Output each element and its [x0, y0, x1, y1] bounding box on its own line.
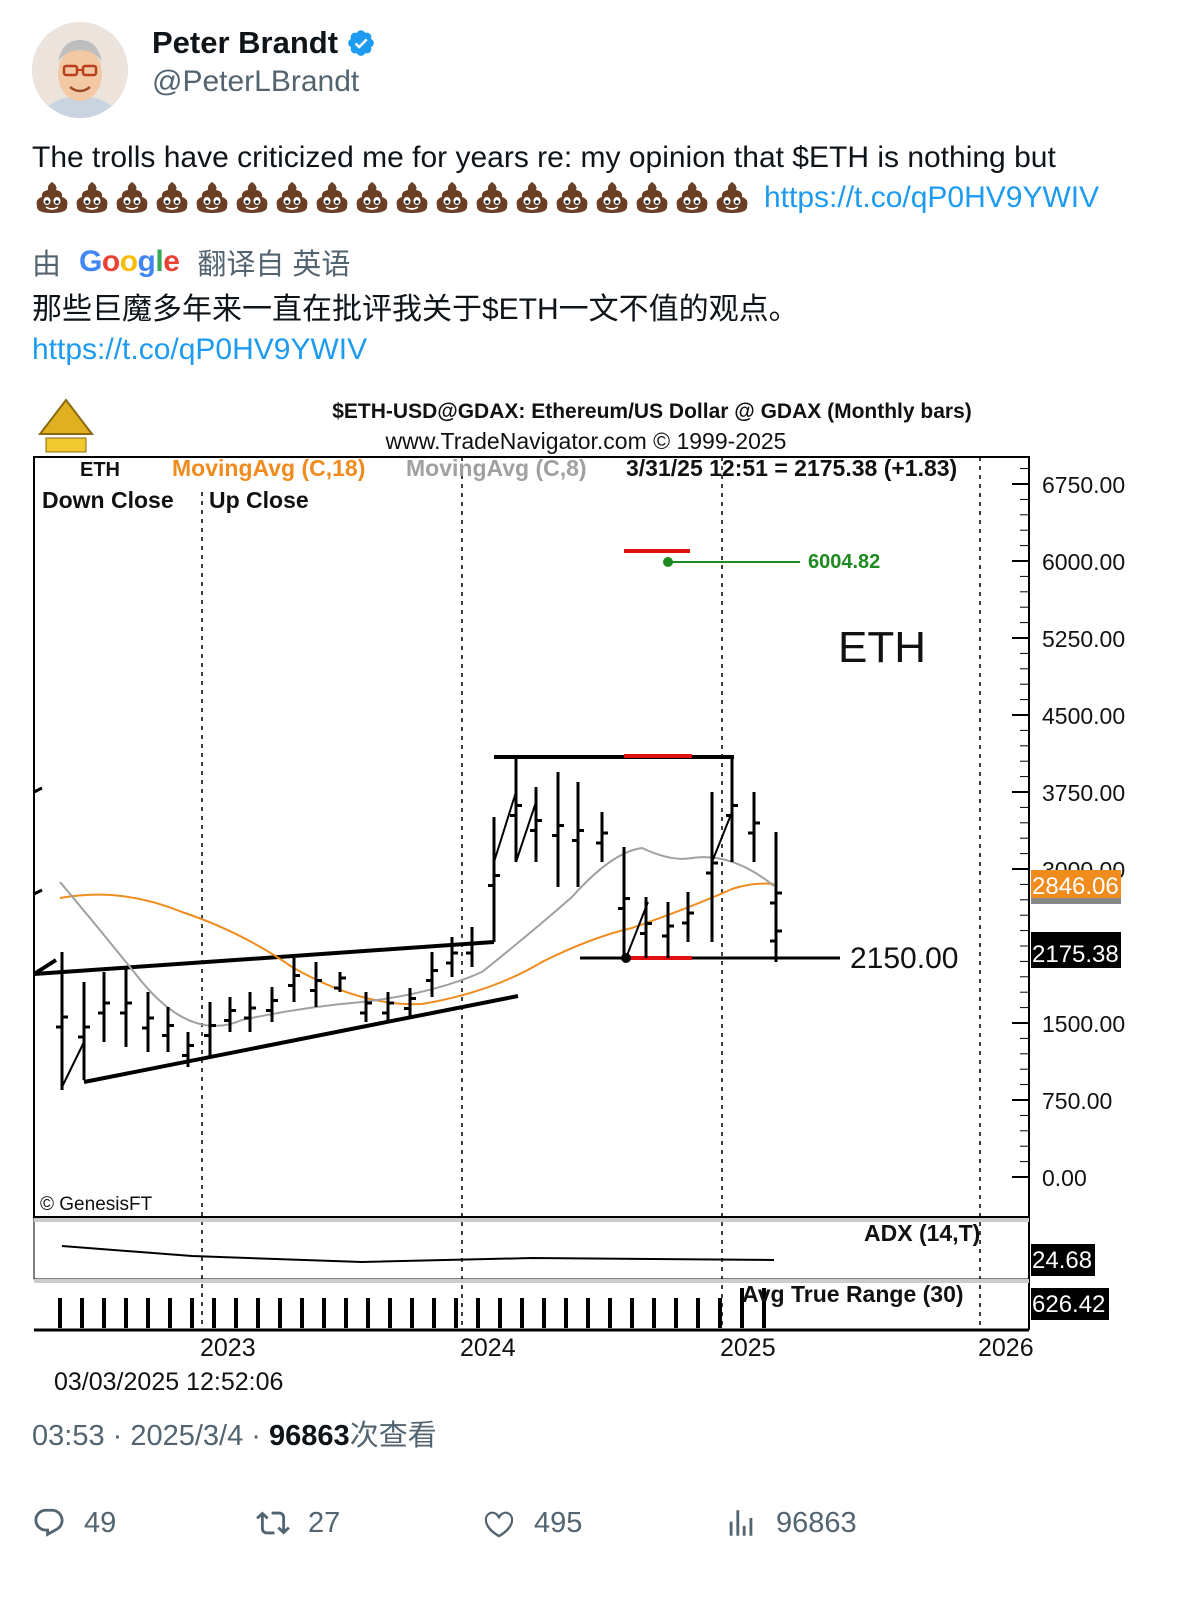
reply-button[interactable]: 49: [32, 1500, 116, 1546]
translated-link[interactable]: https://t.co/qP0HV9YWIV: [32, 333, 368, 366]
last-value: 2175.38: [1032, 941, 1119, 968]
atr-value: 626.42: [1032, 1291, 1105, 1318]
views-button[interactable]: 96863: [724, 1500, 857, 1546]
avatar[interactable]: [32, 22, 128, 118]
quote-label: 3/31/25 12:51 = 2175.38 (+1.83): [626, 455, 957, 481]
pile-of-poo-icon: [276, 182, 308, 213]
x-tick-label: 2025: [720, 1334, 776, 1362]
reply-count: 49: [84, 1506, 117, 1539]
repost-count: 27: [308, 1506, 341, 1539]
support-level-label: 2150.00: [850, 942, 958, 975]
like-button[interactable]: 495: [482, 1500, 582, 1546]
chart-title: $ETH-USD@GDAX: Ethereum/US Dollar @ GDAX…: [332, 400, 972, 423]
ma18-label: MovingAvg (C,18): [172, 455, 365, 481]
down-close-label: Down Close: [42, 487, 174, 513]
pile-of-poo-icon: [356, 182, 388, 213]
pile-of-poo-icon: [516, 182, 548, 213]
chart-image[interactable]: $ETH-USD@GDAX: Ethereum/US Dollar @ GDAX…: [32, 392, 1168, 1402]
copyright-label: © GenesisFT: [40, 1194, 153, 1215]
pile-of-poo-icon: [396, 182, 428, 213]
pile-of-poo-icon: [36, 182, 68, 213]
x-axis: 2023 2024 2025 2026: [200, 1334, 1034, 1362]
atr-label: Avg True Range (30): [742, 1281, 964, 1307]
y-tick-label: 6000.00: [1042, 549, 1125, 575]
sextant-logo-icon: [37, 398, 95, 453]
google-logo: Google: [79, 245, 180, 278]
views-chart-icon: [729, 1510, 753, 1536]
translation-prefix: 由: [32, 249, 62, 281]
heart-icon: [484, 1511, 514, 1538]
adx-label: ADX (14,T): [864, 1220, 980, 1246]
y-tick-label: 3750.00: [1042, 780, 1125, 806]
y-tick-label: 0.00: [1042, 1165, 1087, 1191]
verified-badge-icon: [348, 30, 374, 56]
tweet-text-line: The trolls have criticized me for years …: [32, 141, 1056, 174]
chart-source: www.TradeNavigator.com © 1999-2025: [385, 428, 787, 454]
x-tick-label: 2024: [460, 1334, 516, 1362]
y-tick-label: 4500.00: [1042, 703, 1125, 729]
translated-text: 那些巨魔多年来一直在批评我关于$ETH一文不值的观点。 https://t.co…: [32, 290, 1172, 370]
tweet-time[interactable]: 03:53: [32, 1420, 105, 1452]
author-name[interactable]: Peter Brandt: [152, 25, 339, 60]
y-tick-label: 1500.00: [1042, 1011, 1125, 1037]
tweet-view-suffix: 次查看: [349, 1420, 437, 1452]
up-close-label: Up Close: [209, 487, 309, 513]
avatar-image: [32, 22, 128, 118]
pile-of-poo-icon: [596, 182, 628, 213]
tweet-link[interactable]: https://t.co/qP0HV9YWIV: [764, 181, 1100, 214]
y-tick-label: 750.00: [1042, 1088, 1112, 1114]
translation-suffix: 翻译自 英语: [197, 249, 351, 281]
repost-icon: [256, 1511, 290, 1535]
pile-of-poo-icon: [556, 182, 588, 213]
pile-of-poo-icon: [116, 182, 148, 213]
tweet-meta: 03:53 · 2025/3/4 · 96863次查看: [32, 1420, 437, 1452]
tweet-date[interactable]: 2025/3/4: [130, 1420, 244, 1452]
pile-of-poo-icon: [676, 182, 708, 213]
like-count: 495: [534, 1506, 583, 1539]
tweet-view-count: 96863: [269, 1420, 350, 1452]
translated-text-line: 那些巨魔多年来一直在批评我关于$ETH一文不值的观点。: [32, 293, 799, 326]
chart-timestamp: 03/03/2025 12:52:06: [54, 1368, 283, 1396]
ma8-label: MovingAvg (C,8): [406, 455, 587, 481]
pile-of-poo-icon: [236, 182, 268, 213]
pile-of-poo-icon: [436, 182, 468, 213]
pile-of-poo-icon: [196, 182, 228, 213]
pile-of-poo-icon: [156, 182, 188, 213]
pile-of-poo-icon: [316, 182, 348, 213]
y-tick-label: 5250.00: [1042, 626, 1125, 652]
views-count: 96863: [776, 1506, 857, 1539]
pile-of-poo-icon: [636, 182, 668, 213]
pile-of-poo-icon: [716, 182, 748, 213]
pile-of-poo-icon: [76, 182, 108, 213]
price-bars: [33, 757, 782, 1090]
x-tick-label: 2023: [200, 1334, 256, 1362]
translation-attribution[interactable]: 由 Google 翻译自 英语: [32, 240, 350, 284]
tweet-actions: 49 27 495 96863: [32, 1500, 1168, 1546]
emoji-group: [32, 178, 752, 218]
eth-symbol-label: ETH: [838, 623, 926, 672]
emoji-row: https://t.co/qP0HV9YWIV: [32, 178, 1172, 218]
symbol-fragment: ETH: [80, 459, 120, 481]
y-tick-label: 6750.00: [1042, 472, 1125, 498]
repost-button[interactable]: 27: [256, 1500, 340, 1546]
pile-of-poo-icon: [476, 182, 508, 213]
x-tick-label: 2026: [978, 1334, 1034, 1362]
author-handle[interactable]: @PeterLBrandt: [152, 65, 360, 98]
adx-value: 24.68: [1032, 1247, 1092, 1274]
tweet-text: The trolls have criticized me for years …: [32, 138, 1172, 218]
ma18-value: 2846.06: [1032, 873, 1119, 900]
reply-icon: [34, 1508, 64, 1537]
target-level-label: 6004.82: [808, 551, 880, 573]
